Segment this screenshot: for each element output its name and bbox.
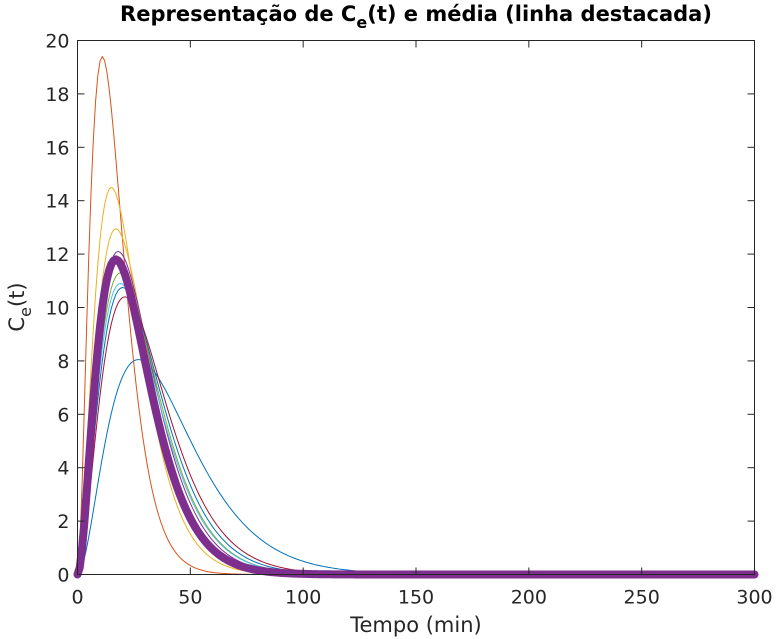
- y-axis-label: Ce(t): [5, 282, 35, 331]
- x-tick-label: 0: [71, 587, 83, 609]
- y-axis-ticks: 0 2 4 6 8 10 12 14 16 18 20: [45, 31, 755, 587]
- y-tick-label: 2: [57, 511, 69, 533]
- y-tick-label: 12: [45, 244, 69, 266]
- y-tick-label: 10: [45, 298, 69, 320]
- y-tick-label: 18: [45, 84, 69, 106]
- x-tick-label: 150: [398, 587, 434, 609]
- x-tick-label: 50: [178, 587, 202, 609]
- y-tick-label: 6: [57, 404, 69, 426]
- y-tick-label: 16: [45, 137, 69, 159]
- y-tick-label: 8: [57, 351, 69, 373]
- y-tick-label: 4: [57, 458, 69, 480]
- y-tick-label: 0: [57, 565, 69, 587]
- y-tick-label: 20: [45, 31, 69, 53]
- x-tick-label: 200: [511, 587, 547, 609]
- x-axis-ticks: 0 50 100 150 200 250 300: [71, 40, 773, 609]
- x-tick-label: 250: [624, 587, 660, 609]
- x-axis-label: Tempo (min): [349, 613, 481, 637]
- x-tick-label: 100: [285, 587, 321, 609]
- x-tick-label: 300: [736, 587, 772, 609]
- plot-area: 0 50 100 150 200 250 300 0 2 4 6 8 10 12 14 16 18 20: [45, 31, 772, 609]
- y-tick-label: 14: [45, 191, 69, 213]
- chart-title: Representação de Ce(t) e média (linha de…: [120, 2, 712, 32]
